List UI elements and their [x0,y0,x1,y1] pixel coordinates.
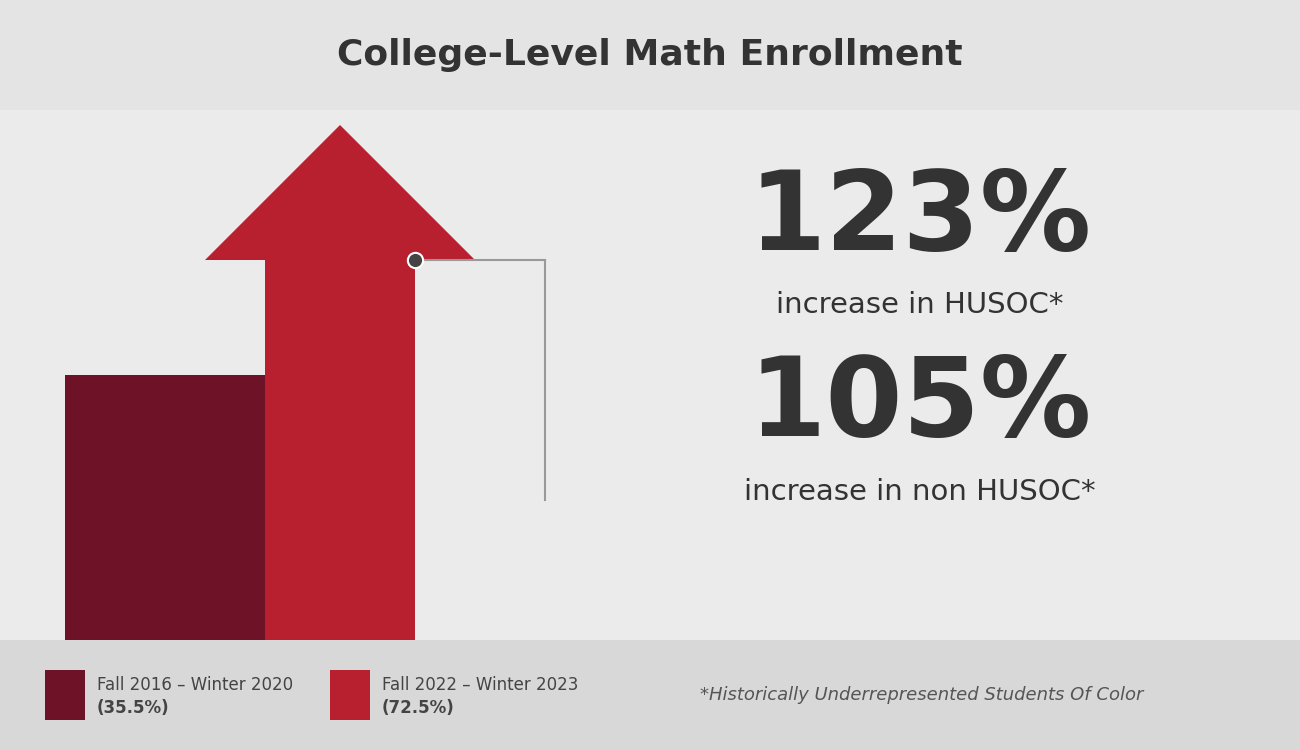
Bar [0,110,1300,640]
Bar [0,640,1300,750]
Text: Fall 2022 – Winter 2023: Fall 2022 – Winter 2023 [382,676,578,694]
Text: increase in HUSOC*: increase in HUSOC* [776,291,1063,319]
Bar [46,670,84,720]
Text: *Historically Underrepresented Students Of Color: *Historically Underrepresented Students … [699,686,1144,704]
Bar [265,260,415,640]
Bar [0,0,1300,110]
Text: (72.5%): (72.5%) [382,699,455,717]
Text: College-Level Math Enrollment: College-Level Math Enrollment [337,38,963,72]
Text: 105%: 105% [749,352,1092,458]
Polygon shape [205,125,474,260]
Text: increase in non HUSOC*: increase in non HUSOC* [744,478,1096,506]
Bar [330,670,370,720]
Bar [65,375,295,640]
Text: Fall 2016 – Winter 2020: Fall 2016 – Winter 2020 [98,676,292,694]
Text: 123%: 123% [749,166,1092,274]
Text: (35.5%): (35.5%) [98,699,169,717]
